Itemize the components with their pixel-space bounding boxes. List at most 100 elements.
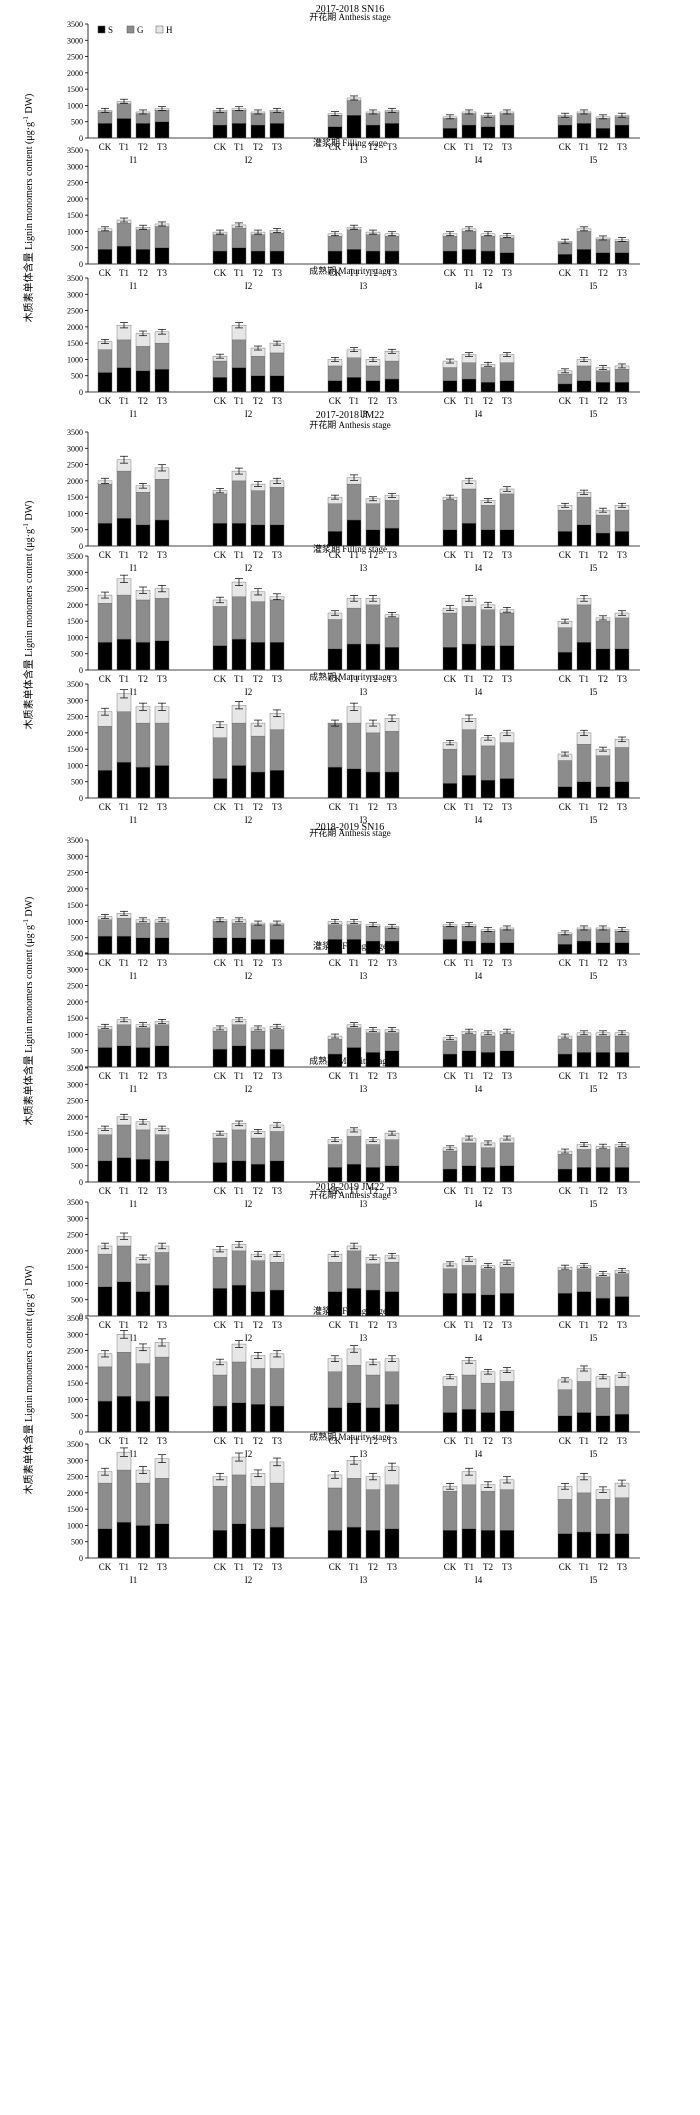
treatment-label: T3 — [157, 550, 167, 560]
bar-s — [576, 781, 592, 799]
y-tick-label: 2500 — [67, 1097, 83, 1106]
y-tick-label: 1000 — [67, 1395, 83, 1404]
treatment-label: T1 — [464, 802, 474, 812]
bar-s — [557, 1415, 573, 1433]
bar-s — [614, 531, 630, 547]
bar-g — [97, 1253, 113, 1287]
treatment-label: CK — [329, 674, 342, 684]
treatment-label: T3 — [157, 268, 167, 278]
y-tick-label: 3000 — [67, 965, 83, 974]
treatment-label: T3 — [502, 802, 512, 812]
treatment-label: T2 — [598, 396, 608, 406]
bar-g — [557, 1270, 573, 1294]
bar-g — [116, 1469, 132, 1523]
bar-g — [250, 601, 266, 643]
bar-s — [212, 1162, 228, 1183]
bar-g — [576, 929, 592, 942]
treatment-label: T2 — [253, 1436, 263, 1446]
bar-s — [365, 643, 381, 671]
bar-g — [327, 1371, 343, 1408]
bar-s — [576, 1531, 592, 1559]
bar-s — [595, 648, 611, 671]
treatment-label: T2 — [598, 142, 608, 152]
bar-s — [595, 942, 611, 955]
bar-g — [595, 1035, 611, 1053]
treatment-label: T3 — [617, 142, 627, 152]
group-label: I1 — [130, 1333, 138, 1343]
treatment-label: T3 — [617, 1562, 627, 1572]
treatment-label: T2 — [598, 1562, 608, 1572]
bar-s — [212, 645, 228, 671]
bar-s — [461, 940, 477, 955]
bar-g — [557, 760, 573, 787]
bar-s — [154, 1395, 170, 1433]
group-label: I1 — [130, 1449, 138, 1459]
treatment-label: T1 — [234, 802, 244, 812]
bar-s — [595, 786, 611, 799]
bar-s — [365, 250, 381, 265]
bar-g — [269, 924, 285, 940]
group-label: I1 — [130, 1084, 138, 1094]
treatment-label: T3 — [272, 802, 282, 812]
bar-s — [480, 1412, 496, 1433]
y-tick-label: 0 — [79, 260, 83, 269]
bar-s — [154, 247, 170, 265]
group-label: I1 — [130, 281, 138, 291]
treatment-label: T1 — [119, 396, 129, 406]
group-label: I5 — [590, 815, 598, 825]
bar-s — [212, 250, 228, 265]
bar-s — [614, 1296, 630, 1317]
treatment-label: CK — [99, 1436, 112, 1446]
bar-s — [97, 1160, 113, 1183]
treatment-label: CK — [444, 550, 457, 560]
bar-g — [614, 617, 630, 650]
bar-s — [231, 523, 247, 547]
y-tick-label: 500 — [71, 1538, 83, 1547]
treatment-label: T3 — [387, 268, 397, 278]
bar-s — [154, 1160, 170, 1183]
treatment-label: T3 — [502, 1071, 512, 1081]
treatment-label: T2 — [368, 1562, 378, 1572]
group-label: I5 — [590, 971, 598, 981]
group-label: I4 — [475, 1575, 483, 1585]
bar-g — [250, 1260, 266, 1292]
treatment-label: CK — [559, 674, 572, 684]
bar-s — [480, 942, 496, 955]
treatment-label: CK — [559, 1071, 572, 1081]
panel-1-2: 灌浆期 Filling stage 0 500 1000 1500 2000 2500 300… — [67, 137, 640, 291]
group-label: I4 — [475, 563, 483, 573]
y-tick-label: 2000 — [67, 323, 83, 332]
stage-title: 灌浆期 Filling stage — [313, 137, 387, 148]
treatment-label: T3 — [502, 1562, 512, 1572]
y-tick-label: 500 — [71, 372, 83, 381]
bar-g — [269, 1131, 285, 1162]
group-label: I3 — [360, 1084, 368, 1094]
bar-s — [480, 529, 496, 547]
treatment-label: T3 — [272, 268, 282, 278]
legend-swatch-s — [97, 25, 106, 34]
y-tick-label: 1000 — [67, 761, 83, 770]
bar-g — [480, 1491, 496, 1531]
stage-title: 成熟期 Maturity stage — [309, 1431, 391, 1442]
bar-s — [250, 524, 266, 547]
bar-g — [499, 1034, 515, 1051]
treatment-label: CK — [559, 1320, 572, 1330]
bar-g — [212, 1486, 228, 1531]
bar-s — [461, 249, 477, 265]
bar-s — [250, 771, 266, 799]
y-tick-label: 3500 — [67, 1198, 83, 1207]
bar-s — [269, 1405, 285, 1433]
treatment-label: CK — [99, 268, 112, 278]
y-tick-label: 1500 — [67, 617, 83, 626]
bar-g — [346, 1136, 362, 1165]
bar-g — [154, 342, 170, 370]
y-tick-label: 1500 — [67, 745, 83, 754]
bar-s — [576, 1167, 592, 1183]
panel-3-2: 灌浆期 Filling stage 0 500 1000 1500 2000 2500 300… — [67, 940, 640, 1094]
treatment-label: CK — [214, 1562, 227, 1572]
y-tick-label: 0 — [79, 1554, 83, 1563]
bar-g — [461, 1374, 477, 1410]
bar-s — [461, 523, 477, 547]
y-tick-label: 3000 — [67, 444, 83, 453]
bar-g — [212, 921, 228, 938]
